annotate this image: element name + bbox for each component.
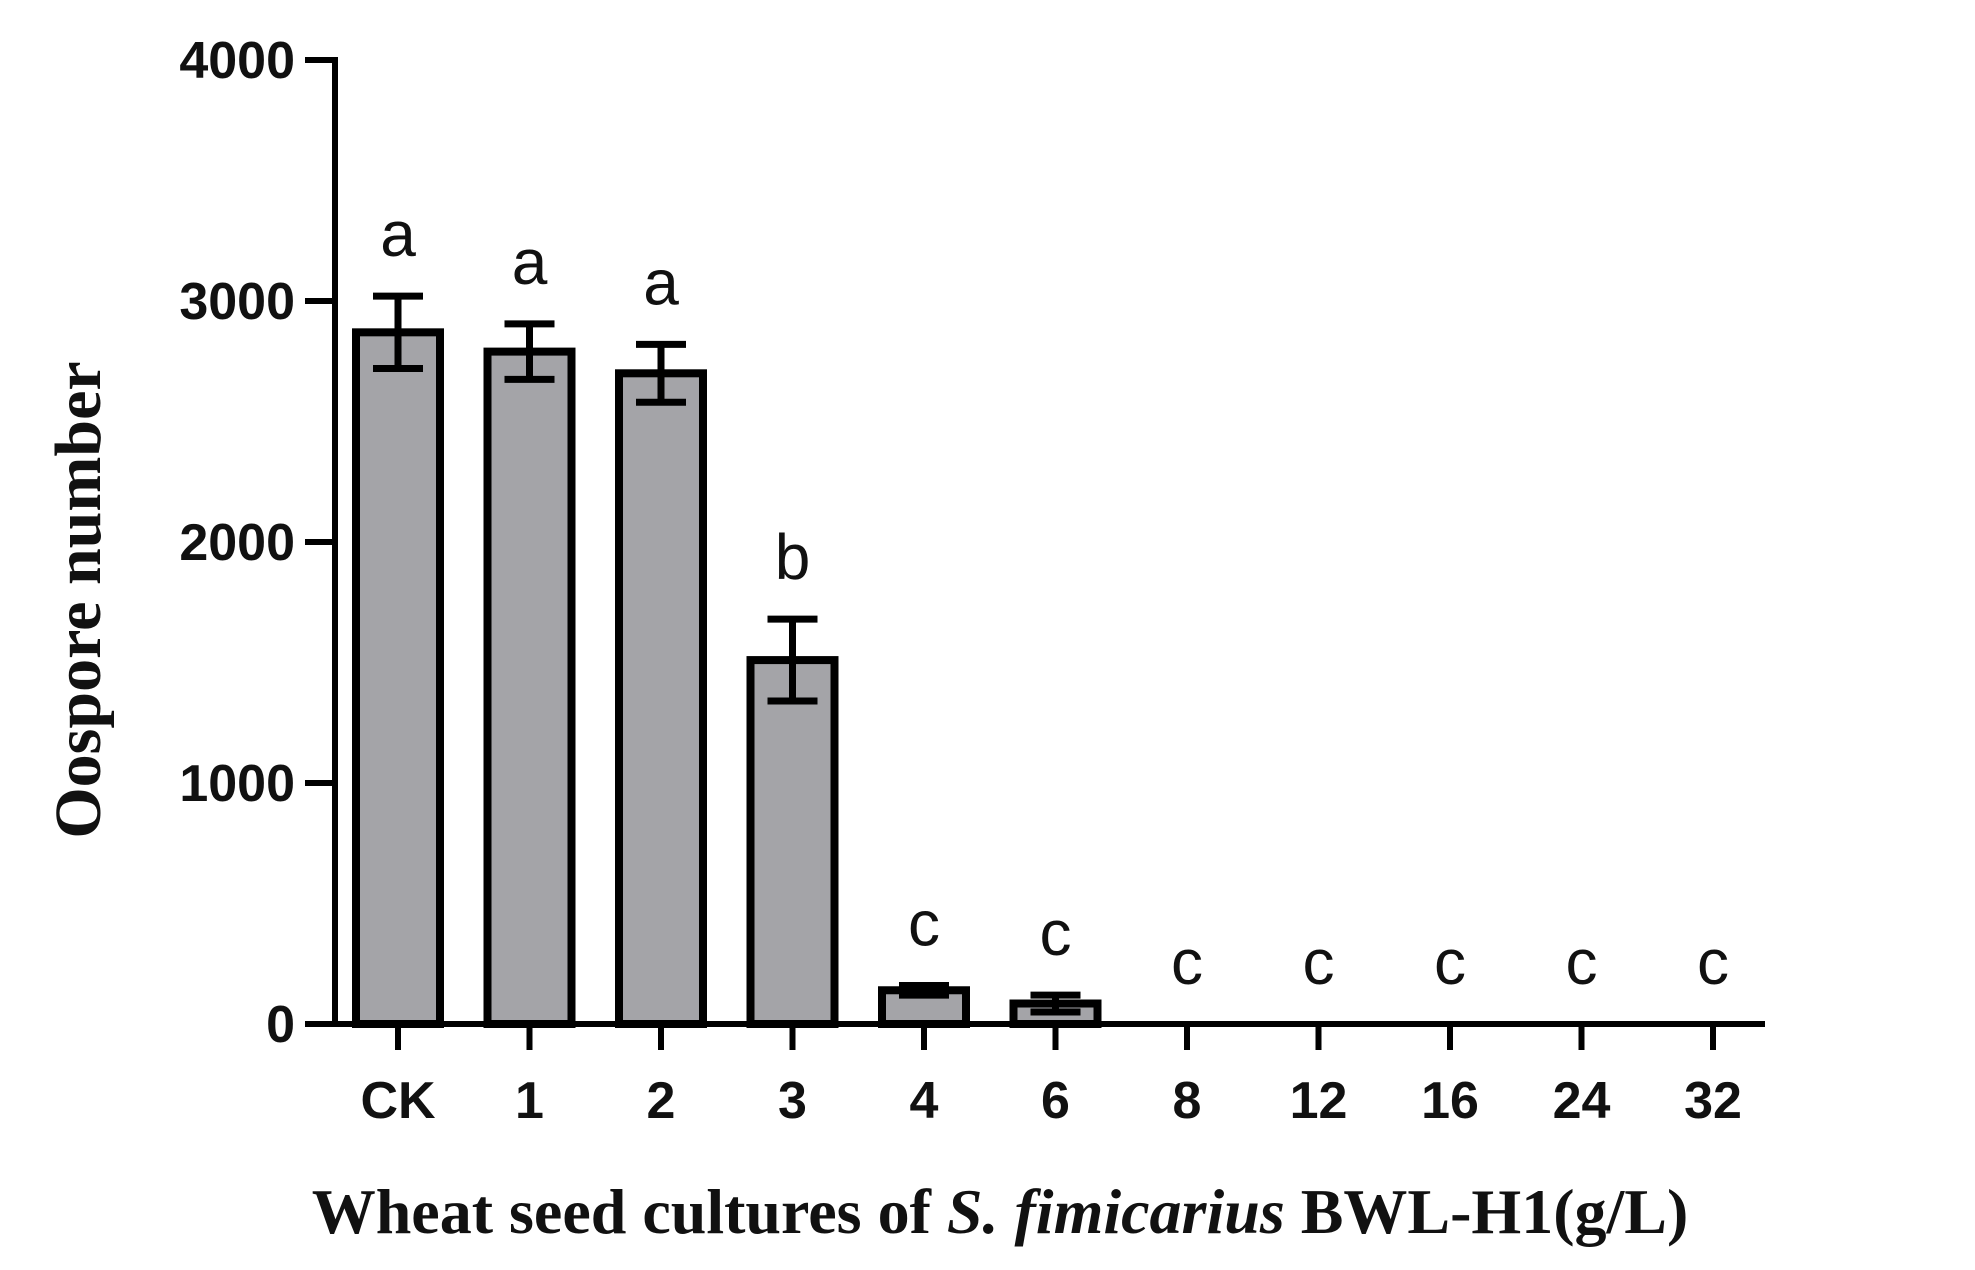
x-tick-label: 24 xyxy=(1553,1072,1611,1130)
x-tick-label: 32 xyxy=(1684,1072,1742,1130)
significance-letter: c xyxy=(1697,926,1729,998)
x-axis-label-suffix: BWL-H1(g/L) xyxy=(1285,1176,1689,1247)
x-axis-ticks: CK 1 2 3 4 6 8 12 16 24 32 xyxy=(360,1024,1742,1130)
significance-letter: c xyxy=(1434,926,1466,998)
significance-letters: a a a b c c c c c c c xyxy=(380,198,1729,998)
significance-letter: a xyxy=(380,198,416,270)
y-tick-label: 4000 xyxy=(179,32,295,90)
bar xyxy=(352,328,444,1028)
x-tick-label: 3 xyxy=(778,1072,807,1130)
significance-letter: c xyxy=(1566,926,1598,998)
x-tick-label: 2 xyxy=(647,1072,676,1130)
y-tick-label: 1000 xyxy=(179,755,295,813)
significance-letter: c xyxy=(908,887,940,959)
y-axis-label: Oospore number xyxy=(42,361,115,838)
x-tick-label: 12 xyxy=(1290,1072,1348,1130)
x-axis-label-prefix: Wheat seed cultures of xyxy=(312,1176,947,1247)
bar xyxy=(483,347,576,1028)
x-tick-label: CK xyxy=(360,1072,436,1130)
y-tick-label: 2000 xyxy=(179,514,295,572)
x-tick-label: 4 xyxy=(910,1072,939,1130)
significance-letter: a xyxy=(512,226,548,298)
significance-letter: c xyxy=(1303,926,1335,998)
significance-letter: a xyxy=(643,246,679,318)
bar xyxy=(746,656,839,1029)
x-tick-label: 6 xyxy=(1041,1072,1070,1130)
x-tick-label: 1 xyxy=(515,1072,544,1130)
x-axis-label: Wheat seed cultures of S. fimicarius BWL… xyxy=(312,1176,1689,1247)
significance-letter: c xyxy=(1040,897,1072,969)
significance-letter: c xyxy=(1171,926,1203,998)
x-tick-label: 8 xyxy=(1173,1072,1202,1130)
significance-letter: b xyxy=(775,521,811,593)
bars xyxy=(352,328,1102,1029)
y-tick-label: 3000 xyxy=(179,273,295,331)
bar xyxy=(615,369,707,1028)
error-bars xyxy=(373,292,1081,1016)
x-axis-label-species: S. fimicarius xyxy=(947,1176,1285,1247)
y-axis-ticks: 0 1000 2000 3000 4000 xyxy=(179,32,335,1054)
x-tick-label: 16 xyxy=(1421,1072,1479,1130)
y-tick-label: 0 xyxy=(266,996,295,1054)
